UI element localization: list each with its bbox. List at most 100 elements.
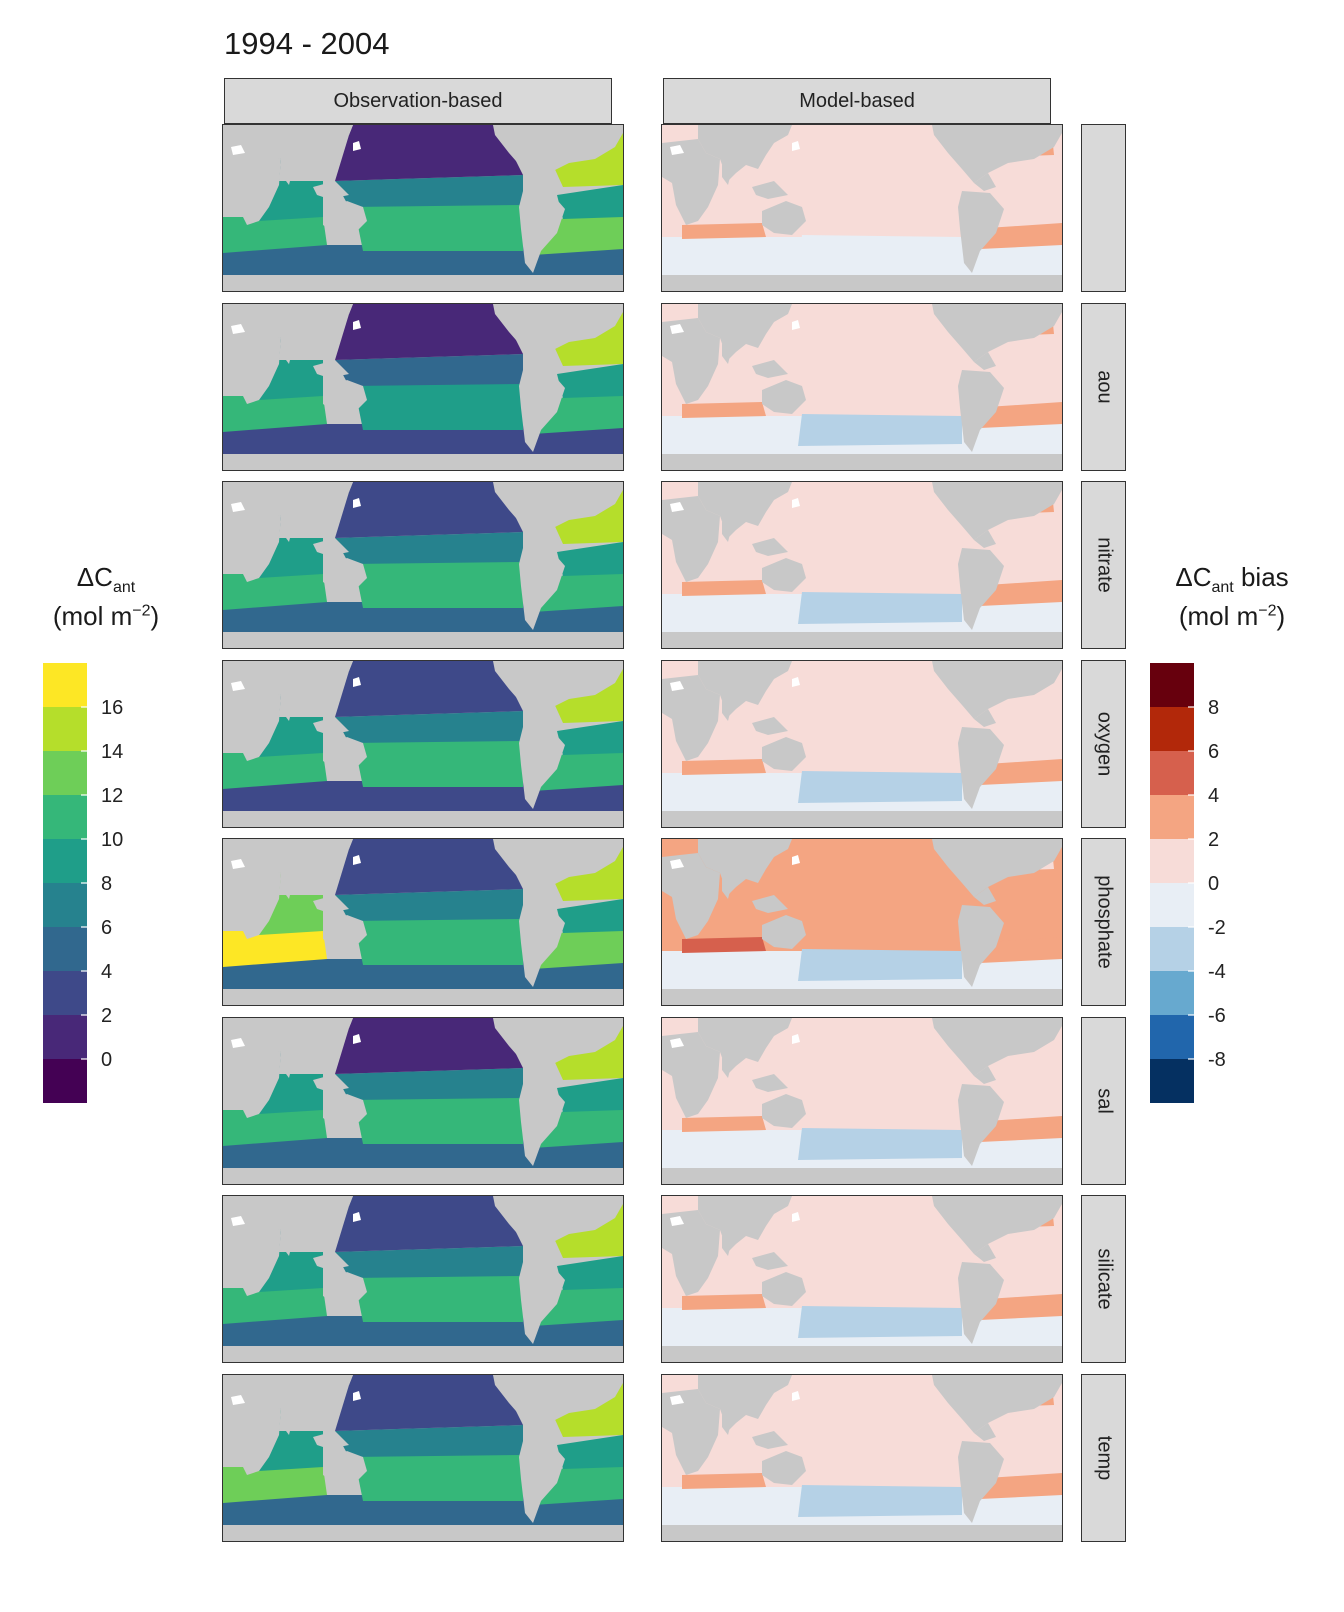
observation-panel-nitrate <box>222 481 624 649</box>
south-america-land <box>519 727 565 809</box>
legend-right-tick-label: -4 <box>1208 961 1226 983</box>
legend-left-tick-label: 10 <box>101 829 123 851</box>
observation-map <box>223 661 623 827</box>
south-indian-region <box>223 217 327 253</box>
south-pacific-region <box>353 201 523 251</box>
legend-left-units-pre: (mol m <box>52 600 133 631</box>
south-pacific-region <box>353 380 523 430</box>
india-land <box>283 1236 293 1256</box>
maritime-asia-land <box>752 895 788 913</box>
facet-strip-model: Model-based <box>663 78 1051 124</box>
africa-land <box>223 1389 281 1475</box>
central-america-land <box>974 352 996 370</box>
legend-right-title-main: ΔC <box>1175 562 1212 592</box>
southern-ocean-region <box>223 781 623 811</box>
korea-fragment <box>353 498 361 508</box>
australia-land <box>323 1451 367 1485</box>
antarctica-land <box>662 1346 1062 1362</box>
eurasia-land <box>259 661 353 717</box>
southern-ocean-region <box>223 602 623 632</box>
north-america-land <box>493 304 623 362</box>
korea-fragment <box>353 1034 361 1044</box>
south-indian-region <box>682 402 766 418</box>
eurasia-land <box>259 1018 353 1074</box>
maritime-asia-land <box>313 717 349 735</box>
north-pacific-region <box>335 125 523 181</box>
greenland-fragment <box>670 1216 684 1226</box>
legend-right-bin <box>1150 751 1194 795</box>
south-indian-region <box>223 931 327 967</box>
australia-land <box>323 737 367 771</box>
korea-fragment <box>792 1212 800 1222</box>
legend-right-tick-label: 8 <box>1208 697 1219 719</box>
antarctica-land <box>662 989 1062 1005</box>
legend-left-tick-label: 8 <box>101 873 112 895</box>
tropical-atlantic-region <box>557 721 623 755</box>
legend-left-bin <box>43 883 87 927</box>
antarctica-land <box>662 632 1062 648</box>
observation-panel-phosphate <box>222 838 624 1006</box>
tropical-pacific-region <box>335 532 523 564</box>
legend-left-tick-label: 0 <box>101 1049 112 1071</box>
north-america-land <box>493 482 623 540</box>
legend-right-tick-label: 2 <box>1208 829 1219 851</box>
greenland-fragment <box>670 502 684 512</box>
korea-fragment <box>792 141 800 151</box>
greenland-fragment <box>670 324 684 334</box>
tropical-atlantic-region <box>557 364 623 398</box>
facet-strip-row-aou: aou <box>1081 303 1126 471</box>
legend-right-bin <box>1150 795 1194 839</box>
southern-ocean-region <box>223 1138 623 1168</box>
observation-panel-silicate <box>222 1195 624 1363</box>
australia-land <box>323 1094 367 1128</box>
australia-land <box>323 380 367 414</box>
legend-left-tick-label: 14 <box>101 741 123 763</box>
india-land <box>283 701 293 721</box>
legend-right-tick-label: -6 <box>1208 1005 1226 1027</box>
africa-land <box>662 318 720 404</box>
eurasia-land <box>698 1018 792 1074</box>
facet-strip-label: temp <box>1093 1435 1115 1481</box>
india-land <box>722 344 732 364</box>
central-america-land <box>535 173 557 191</box>
india-land <box>722 879 732 899</box>
tropical-pacific-region <box>335 1425 523 1457</box>
southern-ocean-region <box>223 1495 623 1525</box>
legend-right-title-sub: ant <box>1211 579 1234 597</box>
maritime-asia-land <box>752 1252 788 1270</box>
maritime-asia-land <box>752 360 788 378</box>
north-america-land <box>932 1375 1062 1433</box>
southern-ocean-region <box>223 959 623 989</box>
africa-land <box>662 1389 720 1475</box>
south-indian-region <box>682 580 766 596</box>
legend-left-tick-label: 2 <box>101 1005 112 1027</box>
antarctica-land <box>223 1346 623 1362</box>
facet-strip-row-temp: temp <box>1081 1374 1126 1542</box>
africa-land <box>223 496 281 582</box>
central-america-land <box>535 1066 557 1084</box>
facet-strip-observation: Observation-based <box>224 78 612 124</box>
india-land <box>722 1415 732 1435</box>
maritime-asia-land <box>752 717 788 735</box>
north-america-land <box>493 1375 623 1433</box>
model-panel-phosphate <box>661 838 1063 1006</box>
north-america-land <box>932 1018 1062 1076</box>
south-america-land <box>519 905 565 987</box>
tropical-pacific-region <box>335 889 523 921</box>
model-panel-nitrate <box>661 481 1063 649</box>
north-america-land <box>493 1018 623 1076</box>
korea-fragment <box>353 320 361 330</box>
facet-strip-row-phosphate: phosphate <box>1081 838 1126 1006</box>
legend-left-bin <box>43 1015 87 1059</box>
south-america-land <box>519 548 565 630</box>
model-panel-temp <box>661 1374 1063 1542</box>
central-america-land <box>974 887 996 905</box>
legend-left-bin <box>43 795 87 839</box>
model-map <box>662 304 1062 470</box>
south-indian-region <box>223 396 327 432</box>
greenland-fragment <box>231 502 245 512</box>
south-america-land <box>958 548 1004 630</box>
antarctica-land <box>662 811 1062 827</box>
south-pacific-region <box>798 949 962 981</box>
legend-left-title: ΔCant (mol m−2) <box>40 560 172 634</box>
